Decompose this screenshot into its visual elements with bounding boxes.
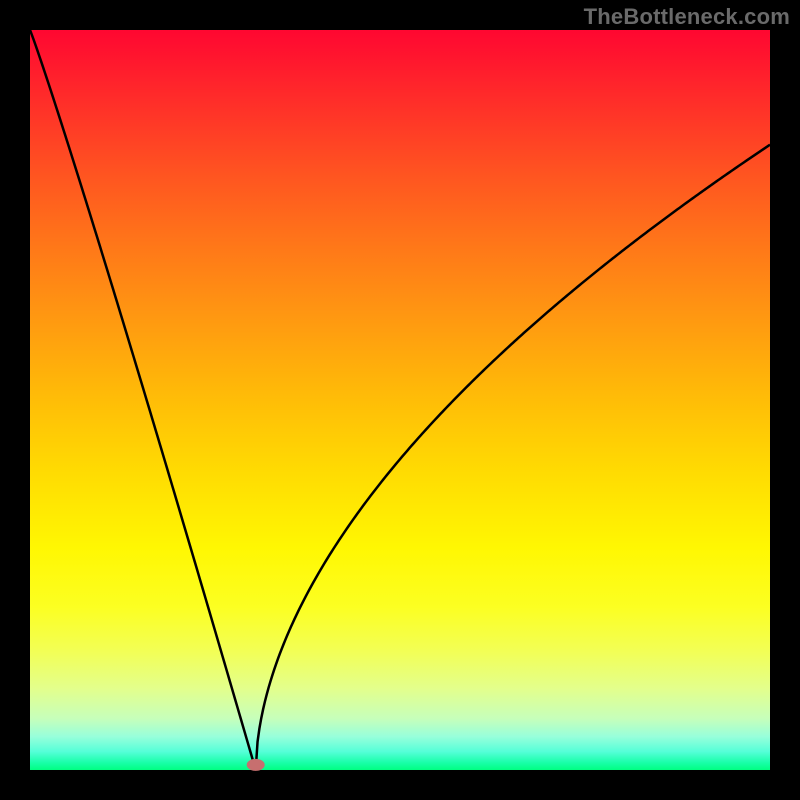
watermark-text: TheBottleneck.com (584, 4, 790, 30)
gradient-background (30, 30, 770, 770)
minimum-marker (247, 759, 265, 771)
chart-container: { "watermark": { "text": "TheBottleneck.… (0, 0, 800, 800)
bottleneck-chart (0, 0, 800, 800)
